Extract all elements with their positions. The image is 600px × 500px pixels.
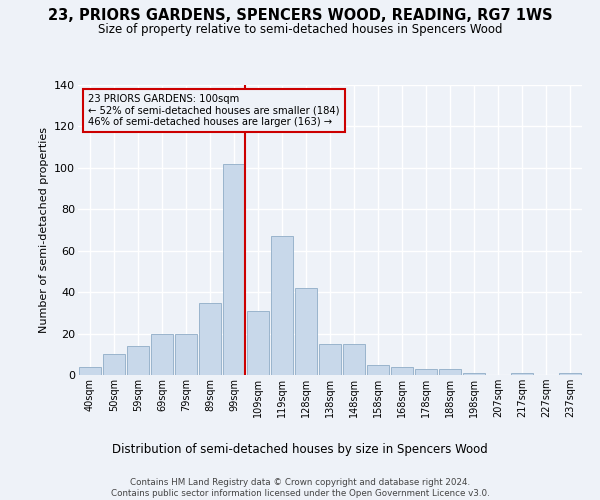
Bar [199, 302, 221, 375]
Bar [295, 288, 317, 375]
Text: Contains HM Land Registry data © Crown copyright and database right 2024.
Contai: Contains HM Land Registry data © Crown c… [110, 478, 490, 498]
Bar [103, 354, 125, 375]
Bar [559, 373, 581, 375]
Bar [247, 311, 269, 375]
Text: 23 PRIORS GARDENS: 100sqm
← 52% of semi-detached houses are smaller (184)
46% of: 23 PRIORS GARDENS: 100sqm ← 52% of semi-… [88, 94, 340, 127]
Bar [319, 344, 341, 375]
Bar [79, 366, 101, 375]
Bar [151, 334, 173, 375]
Bar [439, 369, 461, 375]
Bar [175, 334, 197, 375]
Bar [223, 164, 245, 375]
Bar [367, 364, 389, 375]
Y-axis label: Number of semi-detached properties: Number of semi-detached properties [38, 127, 49, 333]
Bar [415, 369, 437, 375]
Bar [391, 366, 413, 375]
Bar [271, 236, 293, 375]
Bar [127, 346, 149, 375]
Bar [511, 373, 533, 375]
Bar [343, 344, 365, 375]
Text: Distribution of semi-detached houses by size in Spencers Wood: Distribution of semi-detached houses by … [112, 442, 488, 456]
Bar [463, 373, 485, 375]
Text: 23, PRIORS GARDENS, SPENCERS WOOD, READING, RG7 1WS: 23, PRIORS GARDENS, SPENCERS WOOD, READI… [47, 8, 553, 22]
Text: Size of property relative to semi-detached houses in Spencers Wood: Size of property relative to semi-detach… [98, 22, 502, 36]
